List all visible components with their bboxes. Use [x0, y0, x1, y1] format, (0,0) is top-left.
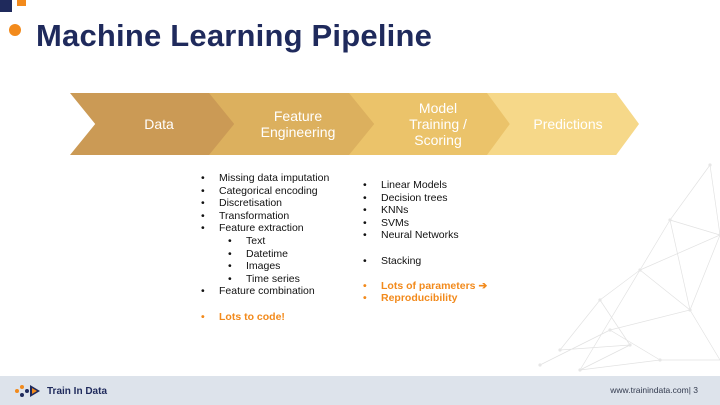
- list-item: KNNs: [362, 204, 487, 217]
- slide-title: Machine Learning Pipeline: [36, 18, 433, 53]
- pipeline-step-label: Data: [144, 116, 174, 132]
- highlight-item-continued: Reproducibility: [362, 292, 487, 305]
- pipeline-step-label: Model Training / Scoring: [409, 100, 467, 148]
- list-item: Neural Networks: [362, 229, 487, 242]
- list-item: SVMs: [362, 217, 487, 230]
- sub-list-item: Datetime: [200, 248, 329, 261]
- list-item: Stacking: [362, 255, 487, 268]
- list-item: Missing data imputation: [200, 172, 329, 185]
- footer-site-and-page: www.trainindata.com| 3: [610, 385, 698, 395]
- list-spacer: [362, 267, 487, 280]
- model-training-list: Linear Models Decision trees KNNs SVMs N…: [362, 179, 487, 305]
- highlight-item: Lots to code!: [200, 311, 329, 324]
- list-item: Decision trees: [362, 192, 487, 205]
- list-item: Discretisation: [200, 197, 329, 210]
- sub-list-item: Time series: [200, 273, 329, 286]
- network-graph-decoration: [538, 163, 720, 372]
- pipeline-step-feature-engineering: Feature Engineering: [209, 93, 377, 155]
- list-item: Transformation: [200, 210, 329, 223]
- pipeline-step-label: Feature Engineering: [260, 108, 336, 140]
- logo-text: Train In Data: [47, 385, 108, 397]
- pipeline-step-predictions: Predictions: [487, 93, 639, 155]
- footer-bar: Train In Data www.trainindata.com| 3: [0, 376, 720, 405]
- corner-dot-decoration: [9, 24, 21, 36]
- feature-engineering-list: Missing data imputation Categorical enco…: [200, 172, 329, 323]
- sub-list-item: Text: [200, 235, 329, 248]
- corner-accent-decoration: [17, 0, 26, 6]
- list-item: Linear Models: [362, 179, 487, 192]
- train-in-data-logo: Train In Data: [14, 380, 107, 402]
- list-item: Feature extraction: [200, 222, 329, 235]
- list-spacer: [362, 242, 487, 255]
- list-item: Feature combination: [200, 285, 329, 298]
- pipeline-step-data: Data: [70, 93, 238, 155]
- logo-icon: [15, 385, 40, 397]
- pipeline-step-label: Predictions: [533, 116, 603, 132]
- pipeline-step-model-training: Model Training / Scoring: [349, 93, 517, 155]
- list-spacer: [200, 298, 329, 311]
- corner-square-decoration: [0, 0, 12, 12]
- list-item: Categorical encoding: [200, 185, 329, 198]
- highlight-item: Lots of parameters ➔: [362, 280, 487, 293]
- sub-list-item: Images: [200, 260, 329, 273]
